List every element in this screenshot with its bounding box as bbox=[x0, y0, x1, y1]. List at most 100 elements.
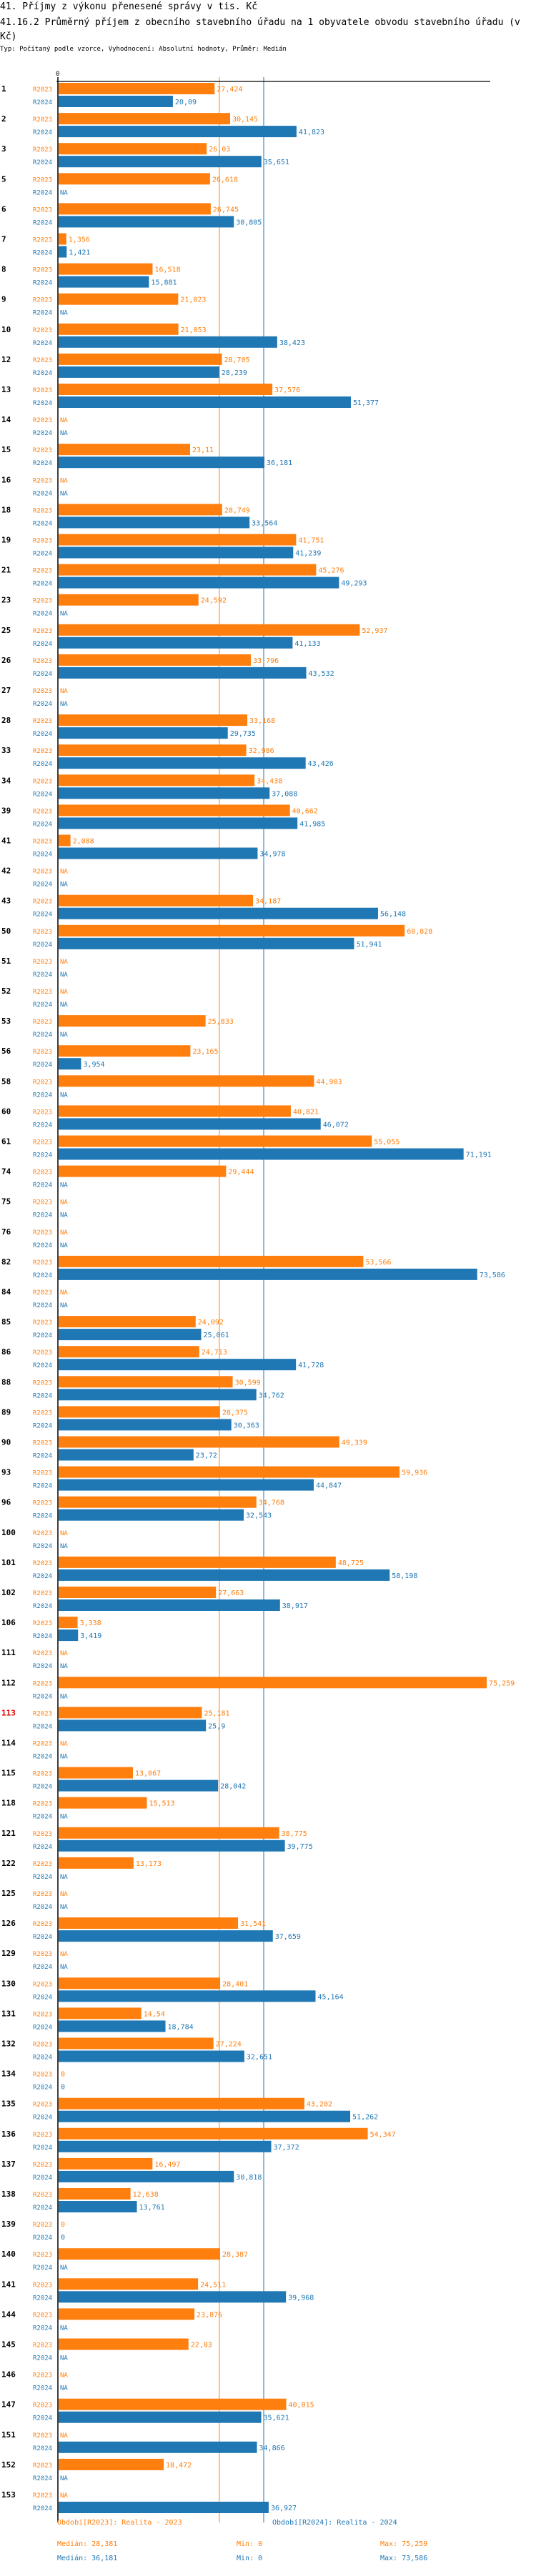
na-label: NA bbox=[60, 417, 68, 424]
category-label: 9 bbox=[1, 295, 6, 304]
bar-r2024 bbox=[59, 1058, 81, 1070]
value-label: 37,659 bbox=[275, 1933, 301, 1941]
na-label: NA bbox=[60, 2265, 68, 2272]
na-label: NA bbox=[60, 2372, 68, 2380]
category-label: 84 bbox=[1, 1287, 11, 1297]
bar-r2024 bbox=[59, 847, 258, 859]
series-label-r2023: R2023 bbox=[33, 869, 52, 876]
bar-r2024 bbox=[59, 1419, 232, 1431]
series-label-r2023: R2023 bbox=[33, 568, 52, 575]
value-label: 30,599 bbox=[235, 1379, 261, 1387]
bar-r2023 bbox=[59, 2037, 214, 2050]
value-label: 12,638 bbox=[133, 2191, 159, 2199]
value-label: 39,775 bbox=[287, 1843, 313, 1851]
series-label-r2023: R2023 bbox=[33, 206, 52, 214]
series-label-r2024: R2024 bbox=[33, 761, 52, 768]
bar-r2024 bbox=[59, 1118, 321, 1130]
category-label: 26 bbox=[1, 656, 11, 665]
category-label: 56 bbox=[1, 1047, 11, 1056]
bar-r2024 bbox=[59, 1719, 207, 1732]
category-label: 93 bbox=[1, 1468, 11, 1477]
value-label: 56,148 bbox=[380, 911, 406, 919]
bar-r2024 bbox=[59, 907, 378, 919]
bar-r2024 bbox=[59, 757, 306, 769]
series-label-r2024: R2024 bbox=[33, 1844, 52, 1851]
na-label: NA bbox=[60, 1212, 68, 1219]
value-label: 48,725 bbox=[338, 1559, 364, 1567]
series-label-r2024: R2024 bbox=[33, 852, 52, 859]
bar-r2023 bbox=[59, 2278, 199, 2290]
bar-r2023 bbox=[59, 1677, 487, 1689]
bar-r2023 bbox=[59, 804, 290, 817]
value-label: 41,751 bbox=[298, 537, 324, 545]
value-label: 26,03 bbox=[209, 146, 230, 154]
series-label-r2024: R2024 bbox=[33, 1092, 52, 1099]
category-label: 132 bbox=[1, 2040, 16, 2049]
category-label: 88 bbox=[1, 1377, 11, 1387]
value-label: 18,472 bbox=[166, 2462, 192, 2470]
value-label: 75,259 bbox=[489, 1679, 515, 1687]
value-label: 43,532 bbox=[309, 670, 334, 678]
value-label: 60,828 bbox=[407, 928, 432, 936]
bar-r2024 bbox=[59, 126, 297, 138]
bar-r2024 bbox=[59, 2291, 287, 2303]
category-label: 112 bbox=[1, 1678, 16, 1687]
bar-r2023 bbox=[59, 1406, 220, 1418]
category-label: 42 bbox=[1, 867, 11, 876]
legend-r2023: Období[R2023]: Realita - 2023 bbox=[57, 2519, 182, 2527]
value-label: 49,339 bbox=[342, 1439, 367, 1447]
value-label: 15,881 bbox=[151, 279, 177, 287]
bar-r2023 bbox=[59, 2338, 189, 2350]
na-label: NA bbox=[60, 1543, 68, 1550]
series-label-r2023: R2023 bbox=[33, 1349, 52, 1357]
series-label-r2023: R2023 bbox=[33, 1801, 52, 1808]
series-label-r2024: R2024 bbox=[33, 1392, 52, 1399]
series-label-r2024: R2024 bbox=[33, 942, 52, 949]
series-label-r2023: R2023 bbox=[33, 1981, 52, 1988]
series-label-r2023: R2023 bbox=[33, 1620, 52, 1627]
value-label: 71,191 bbox=[466, 1152, 492, 1159]
series-label-r2024: R2024 bbox=[33, 641, 52, 648]
series-label-r2024: R2024 bbox=[33, 2265, 52, 2272]
bar-r2023 bbox=[59, 113, 230, 125]
value-label: 0 bbox=[61, 2071, 65, 2079]
category-label: 89 bbox=[1, 1407, 11, 1417]
bar-r2023 bbox=[59, 2188, 131, 2200]
value-label: 18,784 bbox=[168, 2023, 194, 2031]
series-label-r2023: R2023 bbox=[33, 387, 52, 394]
value-label: 28,387 bbox=[222, 2251, 248, 2259]
value-label: 41,985 bbox=[299, 820, 325, 828]
value-label: 29,735 bbox=[230, 730, 256, 738]
bar-r2024 bbox=[59, 2441, 257, 2453]
bar-r2023 bbox=[59, 203, 211, 215]
bar-r2024 bbox=[59, 2411, 262, 2423]
bar-r2024 bbox=[59, 1599, 280, 1611]
category-label: 12 bbox=[1, 355, 11, 364]
bar-r2023 bbox=[59, 2398, 287, 2410]
series-label-r2023: R2023 bbox=[33, 1680, 52, 1687]
value-label: 54,347 bbox=[370, 2131, 396, 2139]
series-label-r2023: R2023 bbox=[33, 2102, 52, 2109]
series-label-r2024: R2024 bbox=[33, 1332, 52, 1339]
bar-r2024 bbox=[59, 1839, 285, 1852]
value-label: 41,728 bbox=[298, 1362, 324, 1369]
series-label-r2024: R2024 bbox=[33, 129, 52, 136]
series-label-r2024: R2024 bbox=[33, 460, 52, 467]
value-label: 34,438 bbox=[257, 777, 282, 785]
series-label-r2024: R2024 bbox=[33, 2415, 52, 2422]
category-label: 115 bbox=[1, 1769, 16, 1778]
value-label: 51,377 bbox=[353, 399, 379, 407]
series-label-r2024: R2024 bbox=[33, 551, 52, 558]
value-label: 23,165 bbox=[192, 1048, 218, 1056]
series-label-r2023: R2023 bbox=[33, 1771, 52, 1778]
value-label: 25,833 bbox=[208, 1018, 234, 1026]
value-label: 24,092 bbox=[198, 1319, 224, 1327]
category-label: 86 bbox=[1, 1347, 11, 1357]
value-label: 46,072 bbox=[323, 1121, 349, 1129]
na-label: NA bbox=[60, 310, 68, 317]
na-label: NA bbox=[60, 959, 68, 966]
series-label-r2024: R2024 bbox=[33, 1904, 52, 1911]
series-label-r2024: R2024 bbox=[33, 581, 52, 588]
bar-r2023 bbox=[59, 83, 215, 94]
value-label: 30,818 bbox=[236, 2174, 262, 2182]
